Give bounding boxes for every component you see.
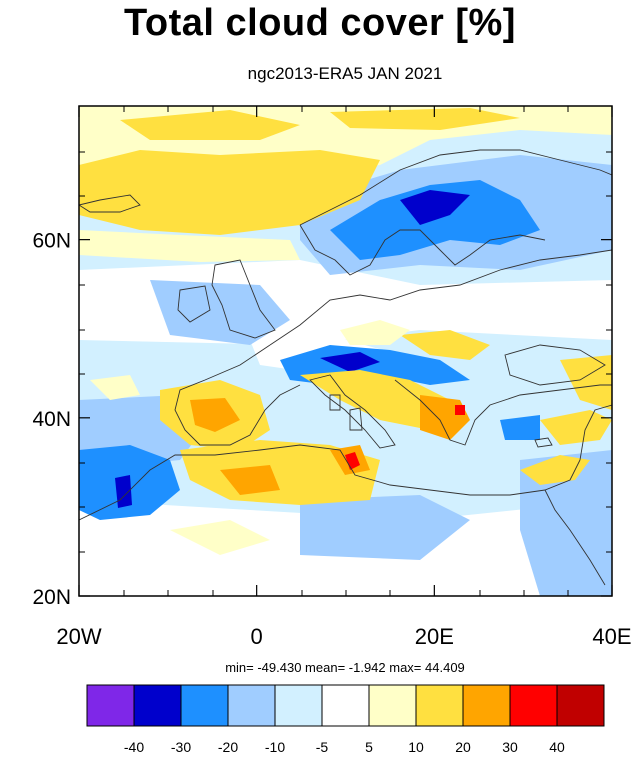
colorbar-swatch [556,684,605,727]
map-field [79,106,612,596]
colorbar-label: -5 [316,739,329,755]
colorbar-label: 30 [502,739,518,755]
lon-label: 20W [56,624,101,649]
colorbar-label: -10 [265,739,285,755]
colorbar-label: 10 [408,739,424,755]
colorbar-label: -30 [171,739,191,755]
colorbar-label: 40 [549,739,565,755]
colorbar-swatch [180,684,229,727]
lat-label: 40N [32,408,71,431]
colorbar-swatch [462,684,511,727]
major-ticks [78,106,613,597]
field-stats: min= -49.430 mean= -1.942 max= 44.409 [225,660,465,675]
colorbar-swatch [86,684,135,727]
colorbar-swatch [274,684,323,727]
colorbar: -40 -30 -20 -10 -5 5 10 20 30 40 [86,684,605,755]
lat-label: 60N [32,230,71,253]
lon-label: 40E [592,624,631,649]
axis-labels: 20W 0 20E 40E 20N 40N 60N [32,230,631,649]
lon-label: 20E [415,624,454,649]
colorbar-swatch [321,684,370,727]
colorbar-label: -40 [124,739,144,755]
colorbar-swatch [368,684,417,727]
lat-label: 20N [32,586,71,609]
colorbar-swatch [415,684,464,727]
lon-label: 0 [251,624,263,649]
coastlines [79,149,612,586]
colorbar-label: -20 [218,739,238,755]
map-subtitle: ngc2013-ERA5 JAN 2021 [247,64,443,83]
colorbar-swatch [133,684,182,727]
colorbar-label: 20 [455,739,471,755]
colorbar-swatch [509,684,558,727]
colorbar-swatch [227,684,276,727]
minor-ticks [79,106,612,596]
map-title: Total cloud cover [%] [124,2,516,44]
colorbar-label: 5 [365,739,373,755]
